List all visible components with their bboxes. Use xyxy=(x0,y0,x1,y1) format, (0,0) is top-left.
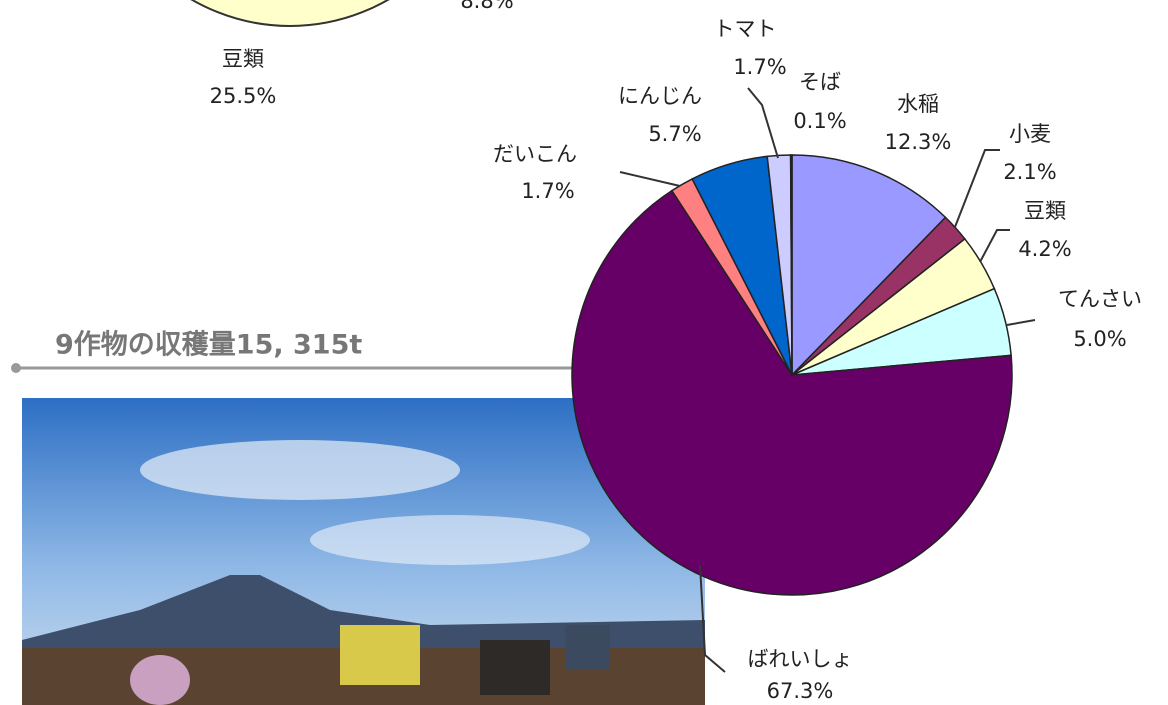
slice-label: だいこん xyxy=(493,142,577,166)
slice-value: 67.3% xyxy=(767,679,834,703)
chart-title: 9作物の収穫量15, 315t xyxy=(55,330,362,361)
fragment-label: 豆類 xyxy=(222,47,264,71)
slice-label: 小麦 xyxy=(1009,122,1051,146)
caption-rule xyxy=(11,363,600,373)
top-fragment: 豆類 25.5% 8.8% xyxy=(190,0,514,108)
leader-lines xyxy=(619,87,1036,673)
slice-label: そば xyxy=(799,70,841,94)
slice-label: ばれいしょ xyxy=(748,647,853,671)
slice-value: 0.1% xyxy=(793,109,846,133)
pie-slice xyxy=(791,154,947,377)
pie xyxy=(571,154,1013,596)
slice-label: 豆類 xyxy=(1024,199,1066,223)
slice-label: トマト xyxy=(714,17,777,41)
slice-label: てんさい xyxy=(1058,287,1142,311)
slice-label: にんじん xyxy=(618,84,702,108)
slice-value: 1.7% xyxy=(733,55,786,79)
pie-slice xyxy=(789,154,793,376)
slice-value: 12.3% xyxy=(885,130,952,154)
slice-value: 5.7% xyxy=(648,122,701,146)
fragment-cut-value: 8.8% xyxy=(460,0,513,13)
slice-value: 4.2% xyxy=(1018,237,1071,261)
pie-slice xyxy=(571,189,1013,596)
slice-value: 5.0% xyxy=(1073,327,1126,351)
slice-value: 1.7% xyxy=(521,179,574,203)
slice-value: 2.1% xyxy=(1003,160,1056,184)
slice-label: 水稲 xyxy=(897,92,939,116)
fragment-value: 25.5% xyxy=(210,84,277,108)
